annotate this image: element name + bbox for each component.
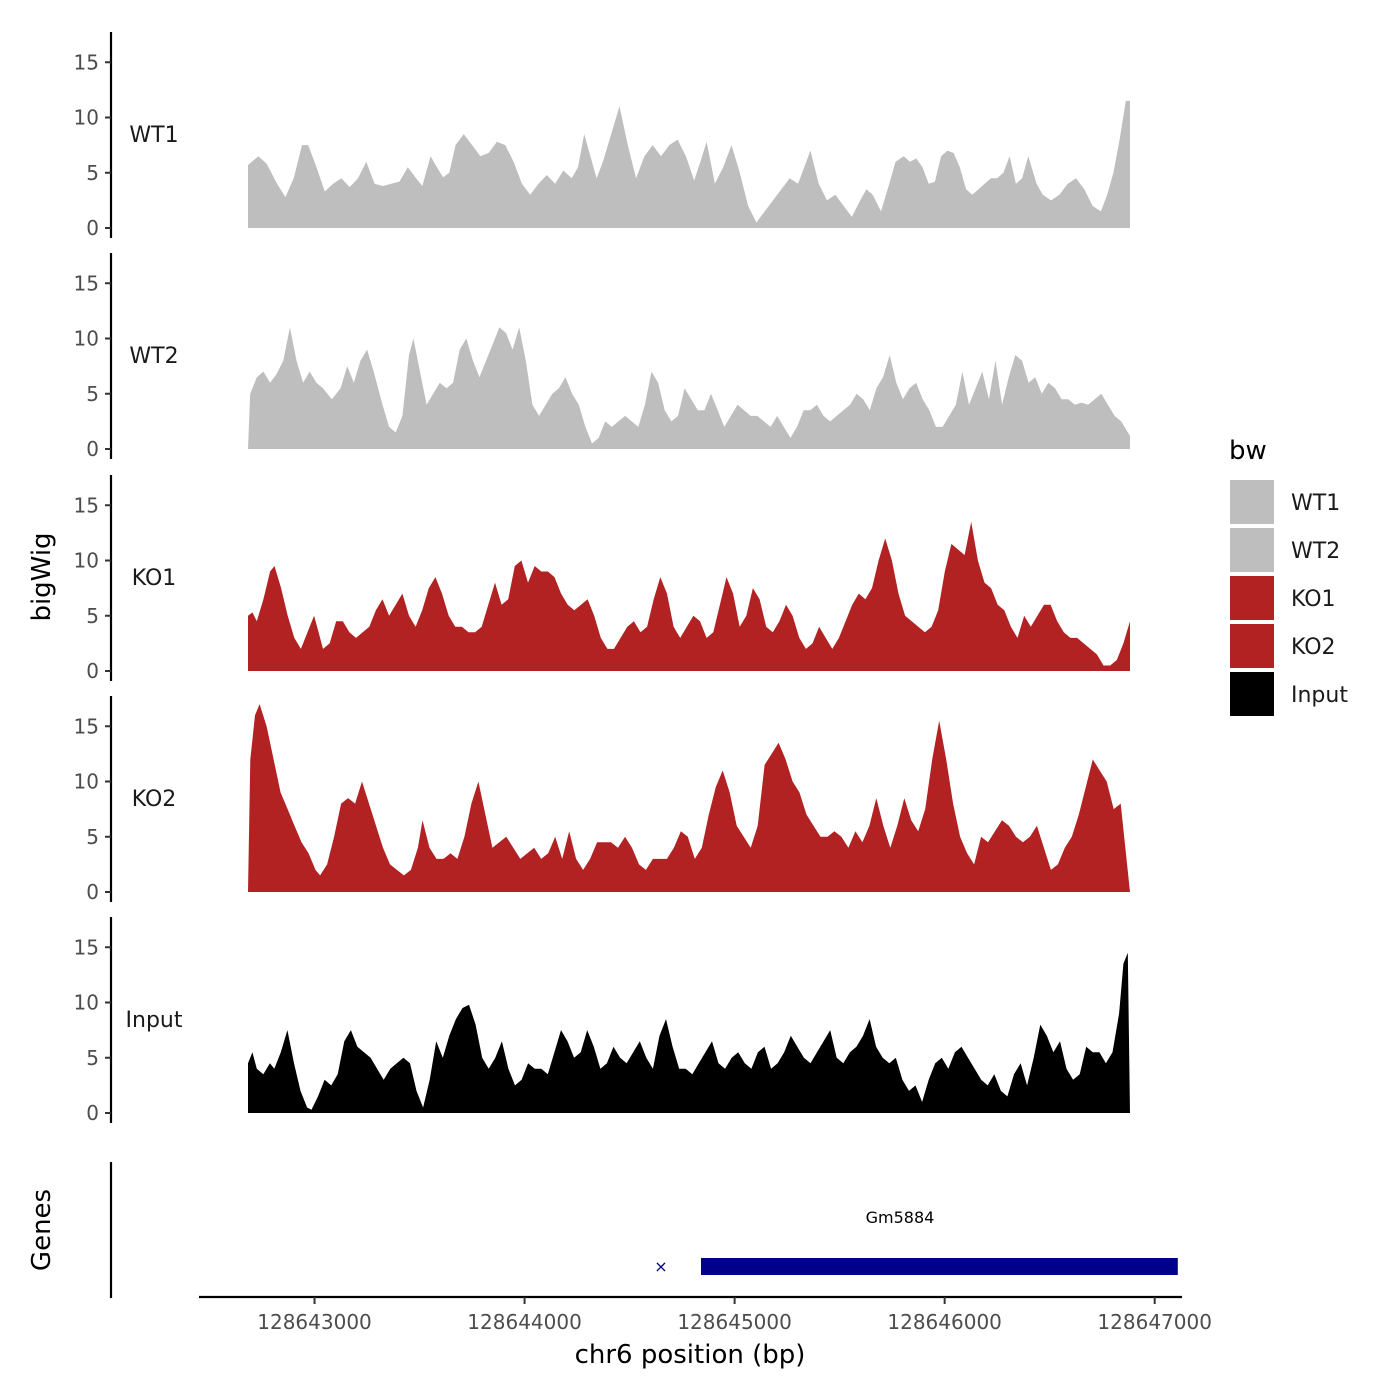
y-tick-label: 10 <box>74 549 99 573</box>
y-tick-label: 10 <box>74 770 99 794</box>
y-tick-label: 0 <box>86 880 99 904</box>
y-tick-label: 10 <box>74 106 99 130</box>
x-tick-label: 128643000 <box>257 1310 372 1334</box>
y-tick-label: 5 <box>86 1046 99 1070</box>
legend-label-input: Input <box>1291 683 1348 708</box>
track-label-ko2: KO2 <box>132 787 177 812</box>
gene-body-gm5884 <box>701 1258 1178 1275</box>
x-axis: 128643000 128644000 128645000 128646000 1286… <box>199 1295 1212 1370</box>
x-tick-label: 128646000 <box>887 1310 1002 1334</box>
track-label-wt1: WT1 <box>129 123 178 148</box>
y-tick-label: 15 <box>74 50 99 74</box>
gene-strand-marker-icon: × <box>654 1257 667 1276</box>
legend-swatch-ko1 <box>1230 576 1274 620</box>
y-axis-title: bigWig <box>27 532 57 621</box>
y-tick-label: 5 <box>86 382 99 406</box>
y-tick-label: 0 <box>86 1101 99 1125</box>
track-panels: 0 5 10 15 WT1 0 5 10 15 WT2 0 5 10 15 KO1 0 5 10 15 KO2 0 5 10… <box>74 32 1130 1125</box>
legend-label-ko1: KO1 <box>1291 587 1336 612</box>
x-tick-label: 128647000 <box>1097 1310 1212 1334</box>
coverage-area-wt2 <box>248 327 1130 449</box>
y-tick-label: 15 <box>74 271 99 295</box>
legend-label-wt1: WT1 <box>1291 491 1340 516</box>
y-tick-label: 0 <box>86 437 99 461</box>
track-label-wt2: WT2 <box>129 344 178 369</box>
x-tick-label: 128645000 <box>677 1310 792 1334</box>
coverage-area-input <box>248 952 1130 1113</box>
x-axis-title: chr6 position (bp) <box>575 1340 806 1370</box>
y-tick-label: 5 <box>86 604 99 628</box>
genes-axis-title: Genes <box>27 1189 57 1271</box>
legend-swatch-input <box>1230 672 1274 716</box>
legend-label-ko2: KO2 <box>1291 635 1336 660</box>
y-tick-label: 0 <box>86 659 99 683</box>
gene-track: Genes Gm5884 × <box>27 1162 1178 1298</box>
legend-items: WT1 WT2 KO1 KO2 Input <box>1230 480 1348 716</box>
coverage-area-ko2 <box>248 704 1130 892</box>
track-label-ko1: KO1 <box>132 566 177 591</box>
coverage-area-wt1 <box>248 100 1130 228</box>
track-panel-ko2: 0 5 10 15 KO2 <box>74 696 1130 904</box>
track-panel-wt1: 0 5 10 15 WT1 <box>74 32 1130 240</box>
y-tick-label: 15 <box>74 714 99 738</box>
legend-label-wt2: WT2 <box>1291 539 1340 564</box>
coverage-area-ko1 <box>248 521 1130 671</box>
x-ticks: 128643000 128644000 128645000 128646000 1286… <box>257 1297 1212 1334</box>
gene-label-gm5884: Gm5884 <box>866 1208 935 1227</box>
y-tick-label: 0 <box>86 216 99 240</box>
y-tick-label: 10 <box>74 327 99 351</box>
track-panel-input: 0 5 10 15 Input <box>74 917 1130 1125</box>
legend-swatch-ko2 <box>1230 624 1274 668</box>
y-tick-label: 5 <box>86 161 99 185</box>
y-tick-label: 15 <box>74 935 99 959</box>
legend-swatch-wt2 <box>1230 528 1274 572</box>
legend-title: bw <box>1229 436 1267 466</box>
track-label-input: Input <box>126 1008 183 1033</box>
track-panel-wt2: 0 5 10 15 WT2 <box>74 253 1130 461</box>
x-tick-label: 128644000 <box>467 1310 582 1334</box>
y-tick-label: 15 <box>74 493 99 517</box>
y-tick-label: 5 <box>86 825 99 849</box>
track-panel-ko1: 0 5 10 15 KO1 <box>74 475 1130 683</box>
y-tick-label: 10 <box>74 991 99 1015</box>
legend: bw WT1 WT2 KO1 KO2 Input <box>1229 436 1348 716</box>
legend-swatch-wt1 <box>1230 480 1274 524</box>
